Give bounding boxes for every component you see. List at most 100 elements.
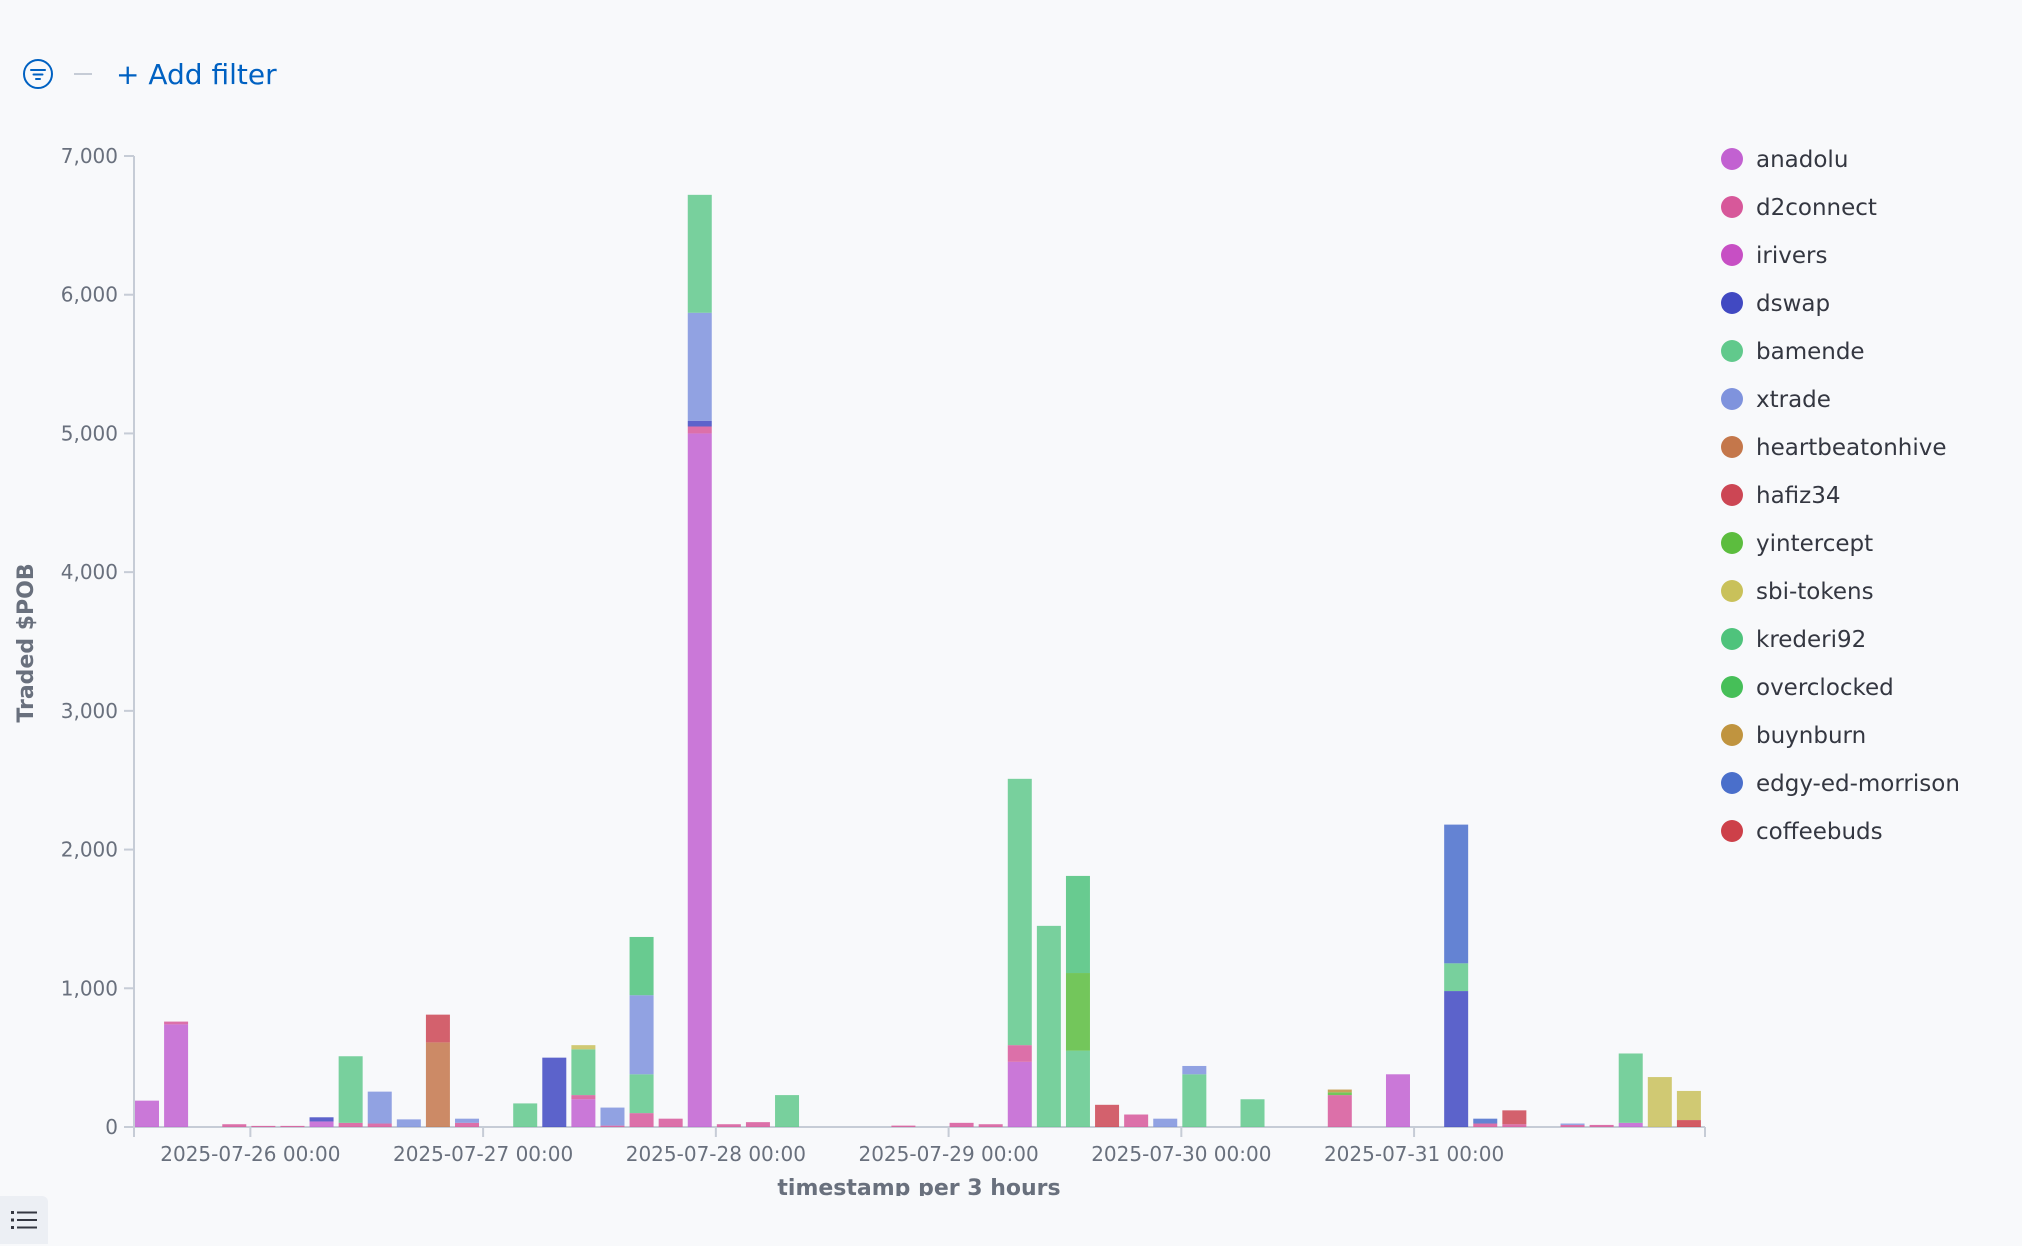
y-tick-label: 7,000 bbox=[61, 144, 118, 168]
bar-segment-coffeebuds bbox=[1676, 1120, 1701, 1127]
legend-swatch-edgy-ed-morrison bbox=[1721, 772, 1743, 794]
bar-segment-sbi-tokens bbox=[1647, 1077, 1672, 1127]
bar-segment-hafiz34 bbox=[1502, 1110, 1527, 1125]
bar-segment-d2connect bbox=[658, 1118, 683, 1127]
legend-label-bamende: bamende bbox=[1756, 339, 1865, 365]
bar-segment-xtrade bbox=[1182, 1065, 1207, 1075]
x-tick-label: 2025-07-30 00:00 bbox=[1091, 1142, 1271, 1166]
bar-segment-anadolu bbox=[309, 1121, 334, 1127]
filter-bar: + Add filter bbox=[22, 52, 277, 96]
bar-segment-xtrade bbox=[629, 995, 654, 1075]
legend-label-irivers: irivers bbox=[1756, 243, 1827, 269]
bar-segment-d2connect bbox=[629, 1113, 654, 1127]
bar-segment-bamende bbox=[1007, 778, 1032, 1046]
bar-segment-xtrade bbox=[1153, 1118, 1178, 1127]
bar-segment-d2connect bbox=[1327, 1095, 1352, 1127]
bar-segment-d2connect bbox=[978, 1124, 1003, 1127]
bar-segment-dswap bbox=[687, 420, 712, 427]
legend-label-yintercept: yintercept bbox=[1756, 531, 1873, 557]
bar-segment-xtrade bbox=[1560, 1123, 1585, 1125]
bar-segment-d2connect bbox=[716, 1124, 741, 1127]
bar-segment-d2connect bbox=[1007, 1045, 1032, 1062]
bar-segment-xtrade bbox=[396, 1119, 421, 1127]
bar-segment-d2connect bbox=[745, 1122, 770, 1127]
y-tick-label: 2,000 bbox=[61, 838, 118, 862]
bar-segment-buynburn bbox=[1327, 1089, 1352, 1093]
legend-swatch-overclocked bbox=[1721, 676, 1743, 698]
legend-label-buynburn: buynburn bbox=[1756, 723, 1866, 749]
bar-segment-bamende bbox=[513, 1103, 538, 1127]
legend-swatch-dswap bbox=[1721, 292, 1743, 314]
bar-segment-d2connect bbox=[1560, 1124, 1585, 1127]
bar-segment-bamende bbox=[1444, 963, 1469, 992]
bar-segment-bamende bbox=[687, 194, 712, 313]
legend-swatch-hafiz34 bbox=[1721, 484, 1743, 506]
bar-segment-xtrade bbox=[600, 1107, 625, 1126]
bar-segment-d2connect bbox=[251, 1125, 276, 1127]
legend-swatch-bamende bbox=[1721, 340, 1743, 362]
bar-segment-bamende bbox=[571, 1049, 596, 1096]
bar-segment-edgy-ed-morrison bbox=[1444, 824, 1469, 964]
bar-segment-d2connect bbox=[1589, 1124, 1614, 1127]
legend-label-anadolu: anadolu bbox=[1756, 147, 1848, 173]
legend-label-d2connect: d2connect bbox=[1756, 195, 1877, 221]
legend-label-krederi92: krederi92 bbox=[1756, 627, 1866, 653]
bar-segment-anadolu bbox=[164, 1024, 189, 1127]
legend-toggle-button[interactable] bbox=[0, 1196, 48, 1244]
bar-segment-bamende bbox=[1065, 1050, 1090, 1127]
list-icon bbox=[11, 1211, 37, 1229]
bar-segment-bamende bbox=[1240, 1099, 1265, 1127]
legend-swatch-sbi-tokens bbox=[1721, 580, 1743, 602]
legend-label-dswap: dswap bbox=[1756, 291, 1830, 317]
bar-segment-yintercept bbox=[1065, 973, 1090, 1051]
bar-segment-anadolu bbox=[1385, 1074, 1410, 1127]
bar-segment-bamende bbox=[775, 1095, 800, 1127]
bar-segment-bamende bbox=[338, 1056, 363, 1123]
x-tick-label: 2025-07-28 00:00 bbox=[626, 1142, 806, 1166]
bar-segment-bamende bbox=[1036, 925, 1061, 1127]
bar-segment-krederi92 bbox=[629, 936, 654, 996]
bar-segment-hafiz34 bbox=[1095, 1104, 1120, 1127]
bar-segment-d2connect bbox=[600, 1125, 625, 1127]
filter-icon[interactable] bbox=[22, 58, 54, 90]
x-tick-label: 2025-07-31 00:00 bbox=[1324, 1142, 1504, 1166]
bar-segment-d2connect bbox=[891, 1125, 916, 1127]
bar-segment-bamende bbox=[1618, 1053, 1643, 1123]
bar-segment-edgy-ed-morrison bbox=[1473, 1118, 1498, 1124]
bar-segment-xtrade bbox=[455, 1118, 480, 1123]
bar-segment-xtrade bbox=[687, 312, 712, 421]
bar-segment-krederi92 bbox=[1065, 875, 1090, 974]
x-tick-label: 2025-07-27 00:00 bbox=[393, 1142, 573, 1166]
y-tick-label: 6,000 bbox=[61, 283, 118, 307]
bar-segment-d2connect bbox=[338, 1122, 363, 1127]
legend-swatch-coffeebuds bbox=[1721, 820, 1743, 842]
bar-segment-anadolu bbox=[687, 433, 712, 1127]
bar-segment-d2connect bbox=[164, 1021, 189, 1025]
legend-label-overclocked: overclocked bbox=[1756, 675, 1894, 701]
bar-segment-dswap bbox=[1444, 991, 1469, 1127]
bar-segment-d2connect bbox=[571, 1095, 596, 1100]
bar-segment-d2connect bbox=[1473, 1123, 1498, 1127]
y-tick-label: 3,000 bbox=[61, 699, 118, 723]
bar-segment-d2connect bbox=[1124, 1114, 1149, 1127]
bar-segment-xtrade bbox=[367, 1091, 392, 1124]
bar-segment-sbi-tokens bbox=[571, 1045, 596, 1050]
bar-segment-anadolu bbox=[135, 1100, 159, 1127]
bar-segment-bamende bbox=[629, 1074, 654, 1114]
legend-label-edgy-ed-morrison: edgy-ed-morrison bbox=[1756, 771, 1960, 797]
bar-segment-d2connect bbox=[222, 1124, 247, 1127]
legend-swatch-krederi92 bbox=[1721, 628, 1743, 650]
bar-segment-dswap bbox=[309, 1117, 334, 1122]
legend-swatch-yintercept bbox=[1721, 532, 1743, 554]
bar-segment-anadolu bbox=[1007, 1061, 1032, 1127]
y-tick-label: 0 bbox=[105, 1115, 118, 1139]
bar-segment-dswap bbox=[542, 1057, 567, 1127]
x-tick-label: 2025-07-29 00:00 bbox=[858, 1142, 1038, 1166]
legend-label-xtrade: xtrade bbox=[1756, 387, 1831, 413]
legend-swatch-anadolu bbox=[1721, 148, 1743, 170]
filter-separator bbox=[74, 73, 92, 75]
bar-segment-heartbeatonhive bbox=[425, 1042, 450, 1127]
legend-label-sbi-tokens: sbi-tokens bbox=[1756, 579, 1874, 605]
bar-segment-d2connect bbox=[367, 1123, 392, 1127]
add-filter-button[interactable]: + Add filter bbox=[116, 57, 277, 91]
